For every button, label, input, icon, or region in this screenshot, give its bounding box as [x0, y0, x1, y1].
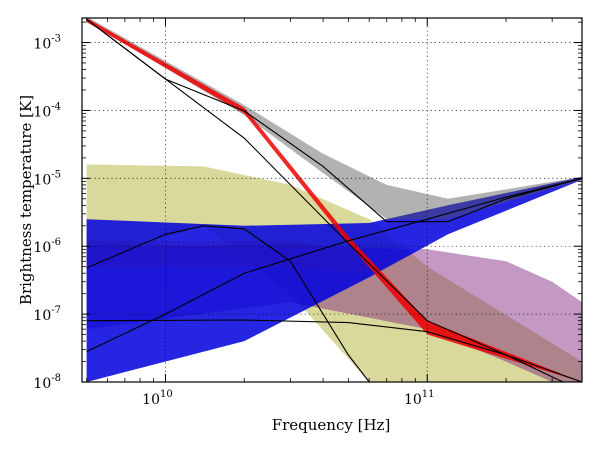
series-line-3 [86, 225, 370, 382]
band-4 [86, 18, 582, 220]
ticks: 1010 1011 10-3 10-4 10-5 10-6 10-7 10-8 [33, 18, 582, 408]
y-tick-label-0: 10-3 [33, 34, 61, 53]
plot-frame [81, 17, 583, 383]
x-tick-label-1: 1011 [404, 389, 435, 408]
y-tick-label-1: 10-4 [33, 101, 61, 120]
series-bands [86, 18, 582, 382]
series-lines [86, 18, 582, 382]
x-axis-label: Frequency [Hz] [272, 416, 391, 434]
y-tick-label-4: 10-7 [33, 305, 61, 324]
x-tick-label-0: 1010 [142, 389, 173, 408]
y-tick-label-2: 10-5 [33, 169, 61, 188]
series-line-4 [86, 319, 564, 382]
y-axis-label: Brightness temperature [K] [17, 95, 35, 305]
series-line-0 [86, 18, 582, 223]
series-line-2 [86, 177, 582, 353]
band-3 [86, 176, 582, 382]
y-tick-label-5: 10-8 [33, 373, 61, 392]
y-tick-label-3: 10-6 [33, 237, 61, 256]
